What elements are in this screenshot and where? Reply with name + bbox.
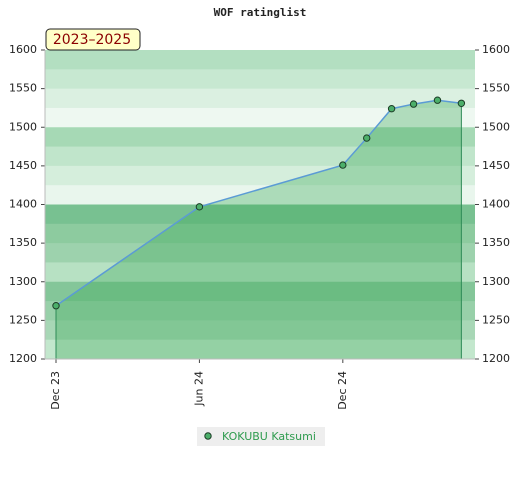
band bbox=[45, 301, 475, 321]
band bbox=[45, 165, 475, 186]
plot bbox=[52, 96, 466, 360]
band bbox=[45, 320, 475, 341]
y2-tick-label: 1550 bbox=[482, 82, 510, 95]
y2-tick-label: 1450 bbox=[482, 159, 510, 172]
point bbox=[433, 96, 442, 104]
x-tick-label: Dec 23 bbox=[49, 371, 62, 410]
y-tick-label: 1500 bbox=[9, 120, 37, 133]
band bbox=[45, 50, 475, 70]
y-tick-label: 1250 bbox=[9, 313, 37, 326]
y-tick-label: 1450 bbox=[9, 159, 37, 172]
background-bands bbox=[45, 50, 475, 360]
point bbox=[387, 105, 396, 113]
y-tick-label: 1200 bbox=[9, 352, 37, 365]
band bbox=[45, 146, 475, 167]
band bbox=[45, 127, 475, 148]
band bbox=[45, 281, 475, 302]
area bbox=[55, 100, 462, 360]
x-tick-label: Dec 24 bbox=[336, 371, 349, 410]
band bbox=[45, 262, 475, 283]
y-tick-label: 1600 bbox=[9, 43, 37, 56]
annotation: 2023–2025 bbox=[53, 32, 131, 48]
point bbox=[52, 301, 60, 310]
band bbox=[45, 88, 475, 109]
y2-tick-label: 1300 bbox=[482, 275, 510, 288]
band bbox=[45, 243, 475, 263]
x-tick-label: Jun 24 bbox=[192, 371, 205, 407]
y2-tick-label: 1400 bbox=[482, 198, 510, 211]
line bbox=[55, 99, 462, 307]
point bbox=[363, 134, 371, 142]
point bbox=[409, 100, 418, 108]
point bbox=[457, 99, 466, 108]
y2-tick-label: 1600 bbox=[482, 43, 510, 56]
y2-tick-label: 1350 bbox=[482, 236, 510, 249]
band bbox=[45, 69, 475, 90]
band bbox=[45, 185, 475, 205]
band bbox=[45, 107, 475, 128]
legend-label: KOKUBU Katsumi bbox=[222, 430, 316, 443]
y2-tick-label: 1200 bbox=[482, 352, 510, 365]
legend-marker bbox=[204, 432, 212, 440]
legend-box bbox=[197, 427, 325, 446]
point bbox=[339, 161, 347, 169]
y-tick-label: 1400 bbox=[9, 198, 37, 211]
band bbox=[45, 204, 475, 225]
chart-title: WOF ratinglist bbox=[214, 6, 307, 19]
point bbox=[195, 203, 204, 211]
annotation-box bbox=[45, 28, 141, 51]
band bbox=[45, 339, 475, 360]
y2-tick-label: 1500 bbox=[482, 120, 510, 133]
y-tick-label: 1350 bbox=[9, 236, 37, 249]
y-tick-label: 1300 bbox=[9, 275, 37, 288]
y-tick-label: 1550 bbox=[9, 82, 37, 95]
y2-tick-label: 1250 bbox=[482, 313, 510, 326]
